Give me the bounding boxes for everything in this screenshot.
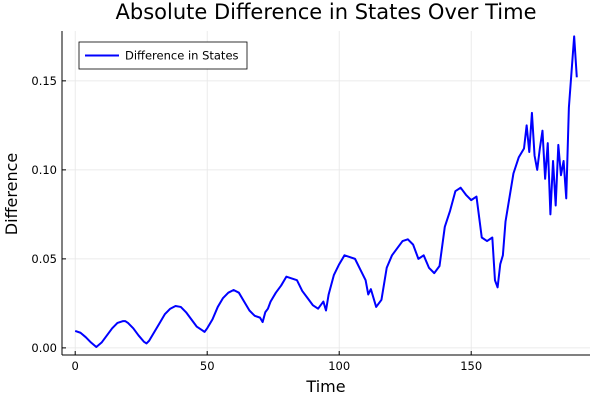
chart-title: Absolute Difference in States Over Time <box>116 0 537 24</box>
axes <box>61 31 590 356</box>
legend-box <box>78 41 248 70</box>
y-tick-label: 0.15 <box>31 74 57 88</box>
x-axis-label: Time <box>305 377 345 396</box>
legend: Difference in States <box>78 41 248 70</box>
y-axis-ticks: 0.00 0.05 0.10 0.15 <box>31 74 66 355</box>
y-tick-label: 0.05 <box>31 252 57 266</box>
legend-label: Difference in States <box>125 49 239 63</box>
y-axis-label: Difference <box>2 153 21 235</box>
gridlines <box>62 31 590 355</box>
y-tick-label: 0.10 <box>31 163 57 177</box>
x-tick-label: 100 <box>328 359 350 373</box>
x-tick-label: 50 <box>200 359 215 373</box>
y-tick-label: 0.00 <box>31 341 57 355</box>
x-tick-label: 0 <box>72 359 79 373</box>
x-axis-ticks: 0 50 100 150 <box>72 351 482 373</box>
x-tick-label: 150 <box>460 359 482 373</box>
series-line-difference-in-states <box>74 35 578 348</box>
